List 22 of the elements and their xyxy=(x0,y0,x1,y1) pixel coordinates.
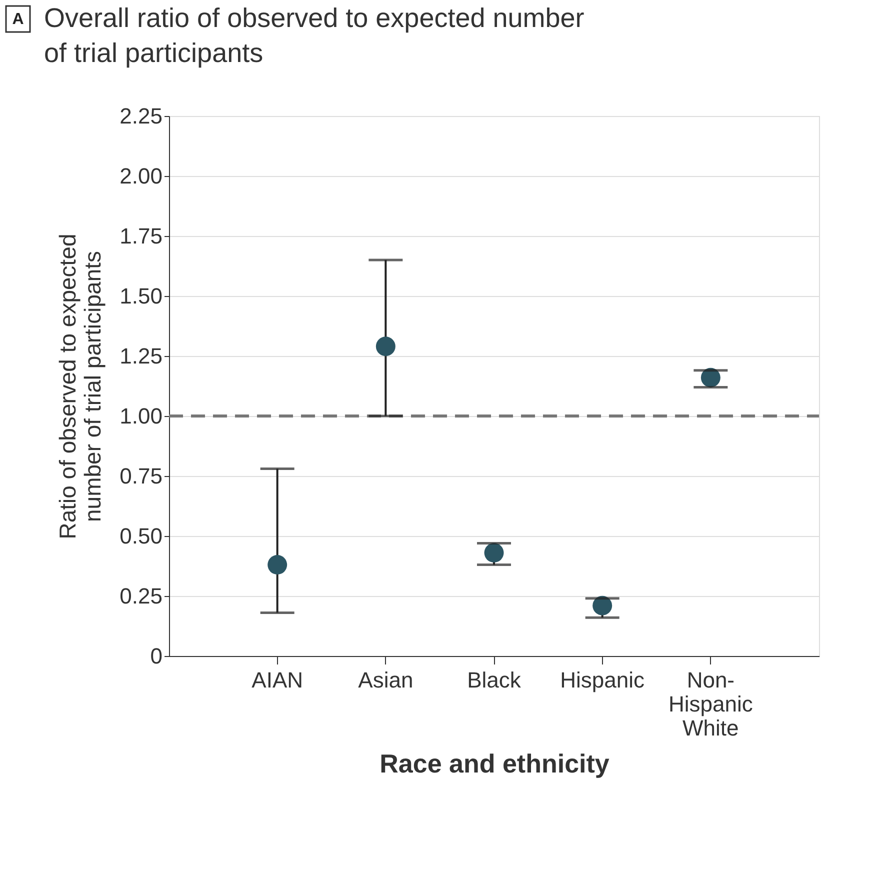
text: A xyxy=(12,11,24,28)
point xyxy=(484,543,504,563)
y-tick-label: 1.00 xyxy=(120,404,162,428)
x-tick-label: AIAN xyxy=(252,668,304,692)
y-tick-label: 2.00 xyxy=(120,164,162,188)
y-tick-label: 2.25 xyxy=(120,104,162,128)
x-tick-label: Black xyxy=(467,668,522,692)
x-tick-label: Non-Hispanic White xyxy=(668,668,753,740)
y-tick-label: 1.50 xyxy=(120,284,162,308)
y-tick-label: 0.75 xyxy=(120,464,162,488)
y-tick-label: 1.25 xyxy=(120,344,162,368)
point xyxy=(376,336,396,356)
y-tick-label: 0 xyxy=(150,644,162,668)
chart-title: Overall ratio of observed to expected number of trial participants xyxy=(44,3,584,68)
x-tick-label: Asian xyxy=(358,668,414,692)
y-axis-title: Ratio of observed to expected number of trial participants xyxy=(54,234,106,540)
y-tick-label: 0.50 xyxy=(120,524,162,548)
y-tick-label: 1.75 xyxy=(120,224,162,248)
point xyxy=(268,555,288,575)
x-axis-title: Race and ethnicity xyxy=(380,748,610,778)
x-tick-label: Hispanic xyxy=(560,668,645,692)
y-tick-label: 0.25 xyxy=(120,584,162,608)
